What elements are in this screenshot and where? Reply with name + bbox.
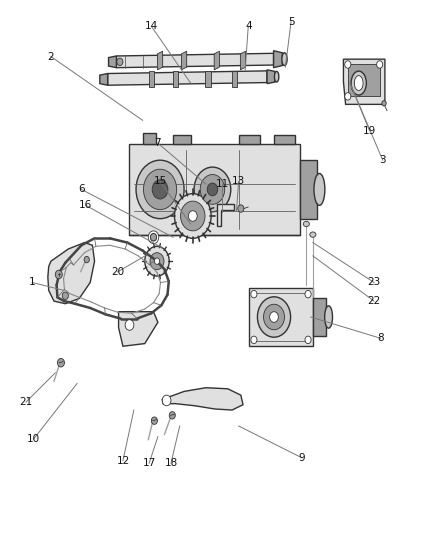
Polygon shape — [249, 288, 313, 346]
Circle shape — [62, 292, 68, 300]
Polygon shape — [173, 71, 178, 87]
Circle shape — [162, 395, 171, 406]
Polygon shape — [143, 133, 155, 144]
Text: 9: 9 — [299, 453, 305, 463]
Circle shape — [151, 417, 157, 424]
Circle shape — [207, 183, 218, 196]
Text: 20: 20 — [111, 267, 124, 277]
Polygon shape — [348, 64, 380, 96]
Circle shape — [382, 101, 386, 106]
Polygon shape — [240, 51, 246, 70]
Text: 13: 13 — [232, 176, 245, 187]
Polygon shape — [313, 298, 325, 336]
Polygon shape — [173, 135, 191, 144]
Circle shape — [345, 61, 351, 68]
Text: 15: 15 — [153, 176, 167, 187]
Polygon shape — [274, 135, 295, 144]
Polygon shape — [157, 51, 162, 70]
Circle shape — [377, 61, 383, 68]
Polygon shape — [300, 160, 317, 219]
Circle shape — [57, 359, 64, 367]
Text: 11: 11 — [216, 179, 229, 189]
Text: 8: 8 — [377, 333, 384, 343]
Circle shape — [144, 169, 177, 209]
Ellipse shape — [354, 76, 363, 91]
Polygon shape — [119, 312, 158, 346]
Polygon shape — [217, 204, 234, 225]
Circle shape — [305, 290, 311, 298]
Ellipse shape — [303, 221, 309, 227]
Ellipse shape — [275, 71, 279, 82]
Circle shape — [150, 233, 156, 241]
Ellipse shape — [351, 71, 366, 95]
Text: 21: 21 — [19, 397, 33, 407]
Circle shape — [180, 201, 205, 231]
Ellipse shape — [314, 173, 325, 205]
Polygon shape — [214, 51, 219, 70]
Text: 23: 23 — [367, 278, 381, 287]
Circle shape — [148, 231, 159, 244]
Text: 3: 3 — [379, 155, 386, 165]
Circle shape — [117, 58, 123, 66]
Polygon shape — [109, 56, 117, 68]
Circle shape — [305, 336, 311, 344]
Circle shape — [154, 258, 159, 264]
Polygon shape — [130, 144, 300, 235]
Text: 12: 12 — [117, 456, 130, 465]
Circle shape — [55, 270, 62, 279]
Ellipse shape — [310, 232, 316, 237]
Polygon shape — [162, 387, 243, 410]
Polygon shape — [274, 51, 283, 68]
Text: 16: 16 — [79, 200, 92, 211]
Circle shape — [251, 336, 257, 344]
Polygon shape — [100, 74, 108, 85]
Circle shape — [84, 256, 89, 263]
Ellipse shape — [282, 53, 287, 66]
Polygon shape — [239, 135, 261, 144]
Text: 18: 18 — [164, 458, 177, 468]
Circle shape — [251, 290, 257, 298]
Text: 19: 19 — [363, 126, 376, 136]
Text: 17: 17 — [142, 458, 156, 468]
Circle shape — [125, 320, 134, 330]
Text: 4: 4 — [245, 21, 251, 31]
Circle shape — [194, 167, 231, 212]
Circle shape — [136, 160, 184, 219]
Polygon shape — [149, 71, 154, 87]
Circle shape — [150, 253, 164, 270]
Text: 2: 2 — [48, 52, 54, 61]
Circle shape — [238, 205, 244, 212]
Text: 14: 14 — [145, 21, 158, 31]
Circle shape — [188, 211, 197, 221]
Text: 10: 10 — [27, 434, 40, 445]
Polygon shape — [48, 243, 95, 304]
Polygon shape — [117, 53, 274, 68]
Polygon shape — [181, 51, 187, 70]
Polygon shape — [108, 71, 267, 85]
Circle shape — [174, 193, 211, 238]
Polygon shape — [343, 59, 385, 104]
Text: 6: 6 — [78, 184, 85, 195]
Text: 22: 22 — [367, 296, 381, 306]
Text: 5: 5 — [288, 17, 294, 27]
Ellipse shape — [325, 306, 332, 328]
Circle shape — [345, 93, 351, 100]
Text: 1: 1 — [29, 278, 35, 287]
Circle shape — [200, 174, 225, 204]
Circle shape — [150, 233, 156, 241]
Circle shape — [145, 246, 169, 276]
Polygon shape — [232, 71, 237, 87]
Text: 7: 7 — [155, 138, 161, 148]
Polygon shape — [205, 71, 211, 87]
Circle shape — [258, 297, 290, 337]
Circle shape — [264, 304, 285, 330]
Circle shape — [152, 180, 168, 199]
Polygon shape — [267, 70, 275, 84]
Circle shape — [169, 411, 175, 419]
Circle shape — [270, 312, 279, 322]
